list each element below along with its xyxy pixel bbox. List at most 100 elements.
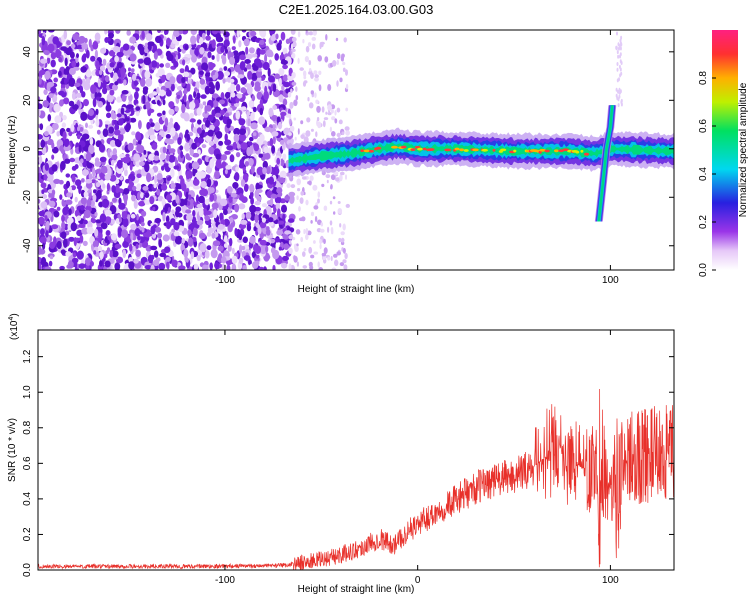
spectrogram-cell <box>41 194 48 199</box>
spectrogram-cell <box>263 146 269 154</box>
spectrogram-cell <box>276 157 281 165</box>
spectrogram-cell <box>82 219 88 225</box>
spectrogram-cell <box>168 154 176 163</box>
spectrogram-cell <box>280 31 286 41</box>
spectrogram-cell <box>330 185 333 190</box>
spectrogram-cell <box>76 229 83 237</box>
spectrogram-cell <box>331 229 334 235</box>
spectrogram-cell <box>192 152 200 158</box>
spectrogram-cell <box>96 129 101 135</box>
spectrogram-cell <box>201 32 206 41</box>
spectrogram-cell <box>71 185 76 191</box>
spectrogram-cell <box>44 70 51 80</box>
spectrogram-cell <box>329 200 333 205</box>
spectrogram-cell <box>181 77 186 84</box>
spectrogram-cell <box>106 230 110 236</box>
spectrogram-cell <box>70 222 78 232</box>
spectrogram-cell <box>126 30 131 36</box>
spectrogram-cell <box>278 177 286 184</box>
spectrogram-cell <box>275 202 281 210</box>
spectrogram-cell <box>278 77 282 87</box>
spectrogram-cell <box>240 87 247 94</box>
spectrogram-cell <box>253 226 257 232</box>
spectrogram-cell <box>81 178 85 183</box>
spectrogram-cell <box>206 178 212 188</box>
spectrogram-cell <box>135 243 139 249</box>
spectrogram-cell <box>185 191 189 200</box>
spectrogram-cell <box>82 54 86 60</box>
spectrogram-cell <box>618 87 621 92</box>
spectrogram-cell <box>152 206 156 211</box>
spectrogram-cell <box>185 209 192 214</box>
spectrogram-cell <box>240 106 247 111</box>
x-tick-label: 0 <box>415 575 421 586</box>
spectrogram-cell <box>308 71 312 75</box>
spectrogram-cell <box>254 58 261 66</box>
spectrogram-cell <box>175 194 180 204</box>
spectrogram-cell <box>207 51 212 59</box>
spectrogram-cell <box>268 107 274 117</box>
spectrogram-cell <box>95 108 99 116</box>
spectrogram-cell <box>327 112 332 116</box>
spectrogram-cell <box>90 217 95 223</box>
spectrogram-cell <box>162 182 167 188</box>
spectrogram-cell <box>311 36 317 41</box>
spectrogram-cell <box>76 134 81 140</box>
spectrogram-cell <box>156 86 160 94</box>
spectrogram-cell <box>330 109 334 114</box>
spectrogram-cell <box>38 262 42 270</box>
spectrogram-peak-cell <box>481 148 489 152</box>
spectrogram-cell <box>158 238 163 248</box>
spectrogram-cell <box>201 144 207 149</box>
spectrogram-cell <box>76 53 79 59</box>
spectrogram-cell <box>97 78 101 88</box>
spectrogram-cell <box>92 194 97 202</box>
spectrogram-cell <box>128 261 135 270</box>
spectrogram-cell <box>236 30 240 38</box>
spectrogram-cell <box>227 107 233 113</box>
spectrogram-cell <box>251 95 256 102</box>
spectrogram-cell <box>147 128 155 137</box>
spectrogram-cell <box>314 77 319 82</box>
spectrogram-cell <box>620 61 623 65</box>
spectrogram-cell <box>123 240 127 246</box>
spectrogram-cell <box>145 232 153 237</box>
spectrogram-cell <box>150 225 156 235</box>
spectrogram-cell <box>159 153 166 161</box>
spectrogram-peak-cell <box>584 152 589 156</box>
spectrogram-cell <box>122 43 130 51</box>
spectrogram-cell <box>310 72 314 79</box>
spectrogram-cell <box>218 140 224 146</box>
spectrogram-cell <box>221 55 227 65</box>
spectrogram-cell <box>165 50 172 58</box>
spectrogram-cell <box>270 193 278 199</box>
spectrogram-cell <box>315 131 318 138</box>
spectrogram-cell <box>204 198 210 206</box>
spectrogram-cell <box>139 161 145 167</box>
spectrogram-cell <box>157 232 163 239</box>
spectrogram-cell <box>71 92 76 100</box>
spectrogram-cell <box>258 266 265 270</box>
spectrogram-cell <box>141 210 147 217</box>
spectrogram-cell <box>205 76 210 82</box>
spectrogram-cell <box>231 263 237 270</box>
spectrogram-cell <box>82 240 88 247</box>
spectrogram-cell <box>88 173 93 180</box>
spectrogram-cell <box>43 89 48 95</box>
spectrogram-cell <box>40 182 47 189</box>
spectrogram-cell <box>139 77 146 87</box>
spectrogram-cell <box>76 185 83 190</box>
y-tick-label: 0 <box>22 146 33 152</box>
spectrogram-cell <box>63 30 68 40</box>
spectrogram-cell <box>616 62 619 66</box>
spectrogram-cell <box>132 138 137 146</box>
spectrogram-cell <box>46 81 55 88</box>
spectrogram-x-label: Height of straight line (km) <box>298 284 415 295</box>
spectrogram-cell <box>255 260 260 266</box>
spectrogram-cell <box>63 68 67 75</box>
spectrogram-cell <box>216 52 220 62</box>
spectrogram-cell <box>156 99 161 106</box>
spectrogram-cell <box>247 141 253 147</box>
spectrogram-cell <box>208 146 216 155</box>
spectrogram-cell <box>192 126 198 134</box>
